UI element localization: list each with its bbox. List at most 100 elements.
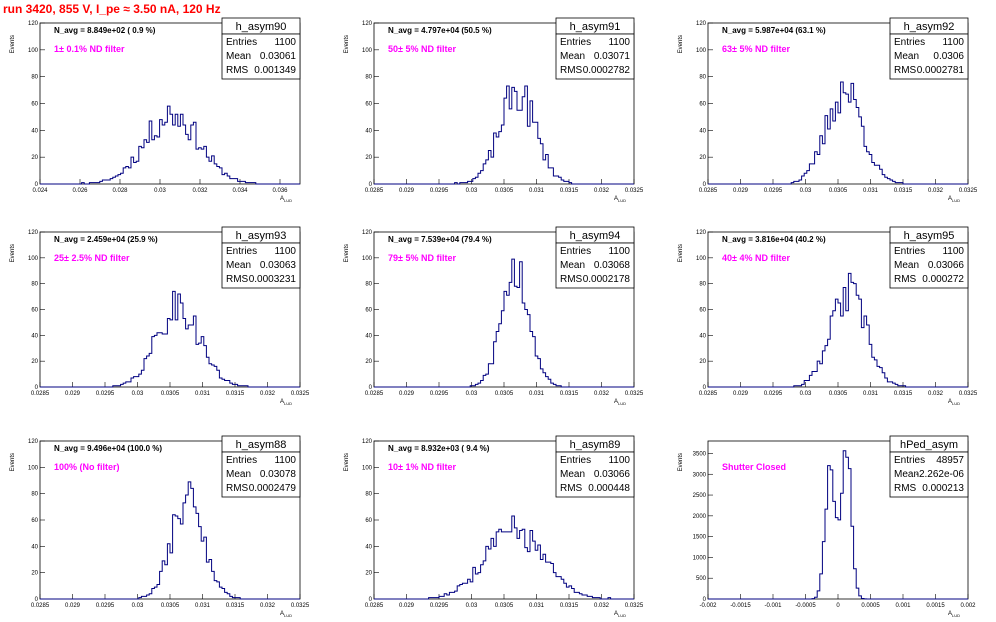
y-tick-label: 20 <box>31 359 38 365</box>
x-tick-label: 0.0305 <box>829 188 848 194</box>
stats-box <box>555 242 635 289</box>
stats-key: Entries <box>894 246 925 257</box>
x-tick-label: 0.029 <box>399 188 415 194</box>
y-tick-label: 20 <box>31 571 38 577</box>
navg-label: N_avg = 2.459e+04 (25.9 %) <box>54 235 158 244</box>
y-axis-label: Events <box>344 453 350 471</box>
x-tick-label: 0.0295 <box>96 391 115 397</box>
y-tick-label: 100 <box>696 256 707 262</box>
stats-value: 0.03063 <box>260 260 297 271</box>
x-tick-label: 0.029 <box>733 391 749 397</box>
stats-key: Entries <box>894 37 925 48</box>
stats-value: 0.0002782 <box>583 65 631 76</box>
y-tick-label: 20 <box>31 155 38 161</box>
stats-key: RMS <box>226 483 249 494</box>
x-axis-label: ALUD <box>280 399 292 406</box>
y-tick-label: 120 <box>362 230 373 236</box>
stats-key: RMS <box>226 65 249 76</box>
stats-value: 1100 <box>274 37 296 48</box>
y-tick-label: 40 <box>365 333 372 339</box>
stats-value: 0.0002178 <box>583 274 631 285</box>
x-tick-label: 0.032 <box>192 188 208 194</box>
stats-value: 1100 <box>608 37 630 48</box>
stats-value: 1100 <box>942 246 964 257</box>
x-tick-label: 0.0295 <box>430 391 449 397</box>
y-tick-label: 0 <box>703 385 707 391</box>
x-tick-label: 0.029 <box>65 391 81 397</box>
histogram-panel: 0 20 40 60 80 100 120 0.0285 0.029 0.0295 0.03 0.03… <box>678 226 978 406</box>
stats-key: Mean <box>560 469 585 480</box>
stats-key: Entries <box>226 455 257 466</box>
y-tick-label: 0 <box>369 385 373 391</box>
histogram-line <box>708 81 968 185</box>
y-tick-label: 60 <box>31 308 38 314</box>
y-tick-label: 100 <box>696 48 707 54</box>
x-tick-label: 0.0315 <box>894 188 913 194</box>
x-tick-label: 0.0325 <box>625 603 644 609</box>
histogram-panel: 0 20 40 60 80 100 120 0.0285 0.029 0.0295 0.03 0.03… <box>344 226 644 406</box>
stats-box <box>555 451 635 498</box>
x-tick-label: 0.031 <box>529 391 545 397</box>
navg-label: N_avg = 9.496e+04 (100.0 %) <box>54 444 162 453</box>
y-tick-label: 100 <box>362 465 373 471</box>
x-tick-label: 0.0325 <box>291 391 310 397</box>
navg-label: N_avg = 8.932e+03 ( 9.4 %) <box>388 444 490 453</box>
y-tick-label: 120 <box>696 21 707 27</box>
stats-value: 1100 <box>274 246 296 257</box>
y-tick-label: 2000 <box>693 514 707 520</box>
x-tick-label: -0.0015 <box>730 603 751 609</box>
histogram-panel: 0 20 40 60 80 100 120 0.0285 0.029 0.0295 0.03 0.03… <box>344 435 644 618</box>
y-tick-label: 80 <box>699 282 706 288</box>
stats-key: Mean <box>226 469 251 480</box>
x-tick-label: 0.001 <box>895 603 911 609</box>
filter-label: 40± 4% ND filter <box>722 253 790 263</box>
x-tick-label: -0.002 <box>699 603 717 609</box>
x-tick-label: 0.0295 <box>430 603 449 609</box>
x-tick-label: 0.0305 <box>161 391 180 397</box>
filter-label: 50± 5% ND filter <box>388 44 456 54</box>
x-tick-label: 0.0305 <box>495 603 514 609</box>
x-tick-label: 0.032 <box>594 188 610 194</box>
x-tick-label: 0.031 <box>863 391 879 397</box>
y-tick-label: 40 <box>31 544 38 550</box>
stats-key: RMS <box>894 274 917 285</box>
stats-key: Mean <box>560 51 585 62</box>
histogram-line <box>374 258 634 388</box>
histogram-panel: 0 500 1000 1500 2000 2500 3000 3500 -0.002 -0.001… <box>678 435 976 618</box>
histogram-panel: 0 20 40 60 80 100 120 0.0285 0.029 0.0295 0.03 0.03… <box>678 17 978 203</box>
navg-label: N_avg = 5.987e+04 (63.1 %) <box>722 26 826 35</box>
stats-value: 0.03066 <box>594 469 631 480</box>
y-tick-label: 0 <box>369 182 373 188</box>
y-tick-label: 2500 <box>693 493 707 499</box>
x-tick-label: 0.031 <box>863 188 879 194</box>
y-tick-label: 60 <box>699 102 706 108</box>
stats-key: Mean <box>894 51 919 62</box>
stats-box <box>889 33 969 80</box>
navg-label: N_avg = 8.849e+02 ( 0.9 %) <box>54 26 156 35</box>
y-tick-label: 0 <box>703 597 707 603</box>
x-tick-label: 0.032 <box>594 391 610 397</box>
stats-value: 0.03061 <box>260 51 297 62</box>
histogram-name: h_asym95 <box>904 230 955 242</box>
stats-value: -2.262e-06 <box>916 469 965 480</box>
stats-key: Mean <box>894 469 919 480</box>
y-tick-label: 3000 <box>693 472 707 478</box>
x-tick-label: 0.03 <box>466 391 478 397</box>
x-tick-label: 0.0285 <box>365 603 384 609</box>
x-tick-label: 0.029 <box>399 391 415 397</box>
y-tick-label: 60 <box>365 308 372 314</box>
stats-value: 48957 <box>936 455 964 466</box>
y-tick-label: 500 <box>696 576 707 582</box>
x-tick-label: 0.0295 <box>764 188 783 194</box>
x-tick-label: 0.031 <box>195 603 211 609</box>
x-tick-label: 0.0015 <box>926 603 945 609</box>
y-tick-label: 60 <box>31 102 38 108</box>
histogram-line <box>708 450 968 600</box>
x-tick-label: -0.001 <box>764 603 782 609</box>
y-axis-label: Events <box>10 244 16 262</box>
y-tick-label: 100 <box>362 48 373 54</box>
y-tick-label: 0 <box>35 182 39 188</box>
x-tick-label: 0.032 <box>594 603 610 609</box>
stats-value: 0.03066 <box>928 260 965 271</box>
x-tick-label: 0.032 <box>260 391 276 397</box>
